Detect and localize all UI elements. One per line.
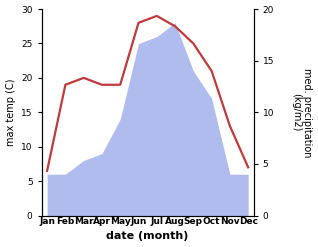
Y-axis label: max temp (C): max temp (C) [5,79,16,146]
X-axis label: date (month): date (month) [107,231,189,242]
Y-axis label: med. precipitation
(kg/m2): med. precipitation (kg/m2) [291,67,313,157]
